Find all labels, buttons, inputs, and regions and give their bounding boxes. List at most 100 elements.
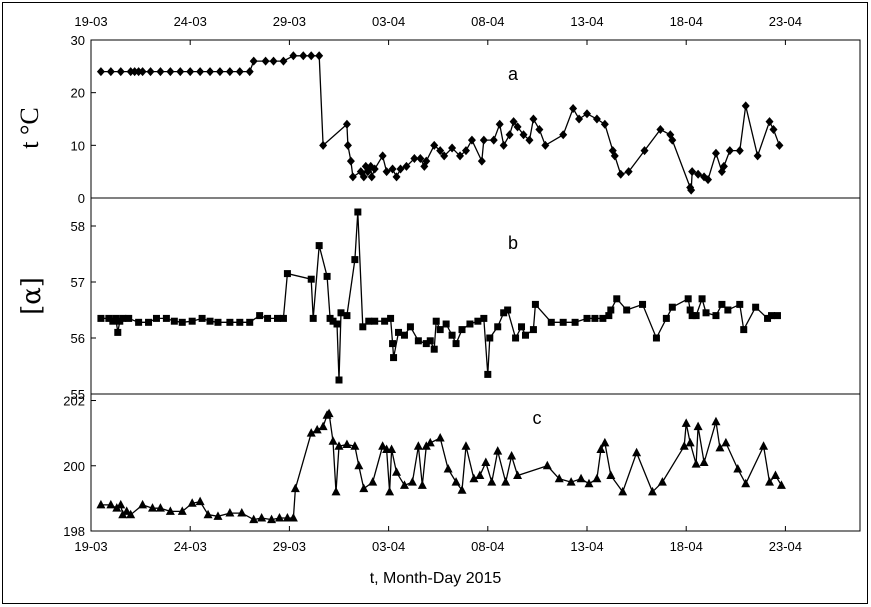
data-point-a [225,67,234,77]
data-point-a [315,51,324,61]
x-tick-label-top: 08-04 [471,14,504,29]
data-point-b [337,309,345,317]
data-point-a [367,172,376,182]
x-tick-label-bottom: 03-04 [372,539,405,554]
data-point-c [324,408,334,418]
data-point-a [477,156,486,166]
data-point-b [309,314,317,322]
x-tick-label-top: 03-04 [372,14,405,29]
data-point-b [414,337,422,345]
data-point-a [616,169,625,179]
data-point-b [698,295,706,303]
x-axis-label: t, Month-Day 2015 [369,570,502,587]
data-point-b [504,306,512,314]
data-point-a [624,167,633,177]
data-point-b [283,270,291,278]
data-point-c [331,486,341,496]
data-point-a [156,67,165,77]
data-point-b [662,314,670,322]
data-point-a [430,140,439,150]
data-point-b [607,306,615,314]
x-tick-label-bottom: 13-04 [570,539,603,554]
data-point-a [416,154,425,163]
data-point-c [576,473,586,483]
data-point-a [359,172,368,182]
data-point-a [289,51,298,61]
data-point-c [334,441,344,450]
data-point-c [274,512,284,522]
data-point-a [505,130,514,140]
x-tick-label-bottom: 23-04 [769,539,802,554]
data-point-b [652,334,660,342]
data-point-c [618,486,628,496]
data-point-c [342,439,352,449]
data-point-a [694,169,703,179]
data-point-c [721,437,731,447]
data-point-c [318,421,328,431]
data-point-c [493,446,503,455]
data-point-b [105,314,113,322]
data-point-a [96,67,105,77]
data-point-b [178,318,186,326]
data-point-b [390,354,398,362]
data-point-b [736,300,744,308]
data-point-c [399,480,409,489]
data-point-a [396,164,405,174]
x-tick-label-top: 23-04 [769,14,802,29]
data-point-b [188,317,196,325]
data-point-c [584,478,594,488]
x-tick-label-bottom: 24-03 [174,539,207,554]
data-point-c [413,441,423,450]
data-point-c [165,506,175,515]
data-point-a [346,156,355,166]
panel-frame-a [90,39,861,199]
data-point-b [639,300,647,308]
data-point-c [368,477,378,486]
y-tick-label-c: 202 [63,394,85,409]
data-point-b [333,320,341,328]
data-point-b [605,312,613,320]
data-point-c [513,470,523,480]
data-point-a [279,56,288,66]
y-tick-label-b: 58 [71,219,85,234]
data-point-c [225,508,235,517]
data-point-a [525,135,534,145]
data-point-b [521,331,529,339]
data-point-c [392,467,402,476]
data-point-c [148,503,158,512]
data-point-b [484,370,492,378]
data-point-a [215,67,224,77]
data-point-c [776,480,786,489]
data-point-b [387,314,395,322]
panel-frame-c [90,393,861,532]
data-point-c [385,486,395,496]
y-tick-label-a: 0 [78,191,85,206]
data-point-b [125,314,133,322]
data-point-c [354,460,364,470]
data-point-c [507,450,517,460]
data-point-a [704,175,713,185]
data-point-c [203,509,213,519]
data-point-c [542,460,552,470]
data-point-b [236,318,244,326]
data-point-b [406,323,414,331]
data-point-a [719,161,728,171]
data-point-a [249,56,258,66]
data-point-a [668,135,677,145]
data-point-c [96,499,106,509]
data-point-a [499,140,508,150]
data-point-c [155,503,165,512]
data-point-a [186,67,195,77]
data-point-a [342,119,351,129]
data-point-b [226,318,234,326]
data-point-a [559,130,568,140]
data-point-c [657,477,667,486]
data-point-b [688,312,696,320]
data-point-b [426,337,434,345]
data-point-b [135,318,143,326]
data-point-c [681,418,691,427]
data-point-b [273,314,281,322]
data-point-b [712,312,720,320]
